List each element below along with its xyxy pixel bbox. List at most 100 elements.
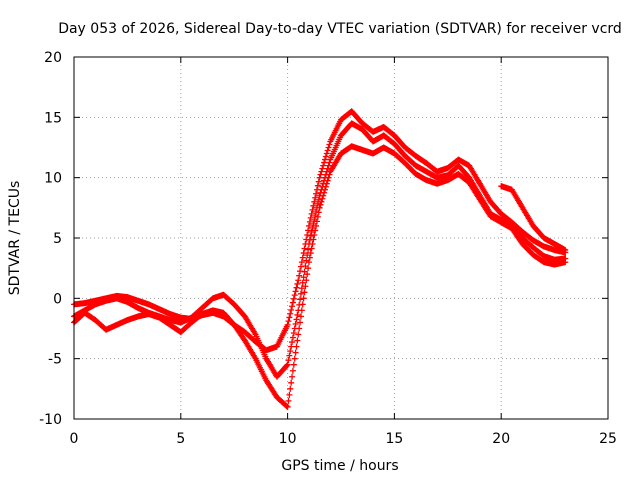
data-point-marker — [287, 348, 294, 355]
x-tick-label: 20 — [492, 431, 510, 447]
data-point-marker — [309, 241, 316, 248]
data-point-marker — [286, 352, 293, 359]
data-point-marker — [287, 385, 294, 392]
data-point-marker — [289, 334, 296, 341]
data-point-marker — [321, 186, 328, 193]
data-point-marker — [315, 209, 322, 216]
data-point-marker — [320, 192, 327, 199]
data-point-marker — [299, 279, 306, 286]
chart-title: Day 053 of 2026, Sidereal Day-to-day VTE… — [58, 21, 622, 37]
data-point-marker — [310, 236, 317, 243]
x-tick-label: 15 — [385, 431, 403, 447]
data-point-marker — [294, 337, 301, 344]
data-point-marker — [305, 227, 312, 234]
x-tick-label: 25 — [599, 431, 617, 447]
data-point-marker — [311, 198, 318, 205]
data-point-marker — [294, 311, 301, 318]
data-point-marker — [290, 361, 297, 368]
data-point-marker — [325, 162, 332, 169]
data-point-marker — [322, 153, 329, 160]
data-point-marker — [306, 254, 313, 261]
data-point-marker — [321, 156, 328, 163]
data-point-marker — [304, 231, 311, 238]
y-tick-label: -5 — [48, 352, 62, 368]
data-point-marker — [289, 299, 296, 306]
data-point-marker — [313, 218, 320, 225]
y-tick-label: 5 — [53, 231, 62, 247]
y-tick-label: 15 — [44, 110, 62, 126]
data-point-marker — [297, 290, 304, 297]
data-point-marker — [292, 320, 299, 327]
data-point-marker — [317, 201, 324, 208]
data-point-marker — [304, 271, 311, 278]
y-tick-label: 20 — [44, 50, 62, 66]
data-point-marker — [308, 228, 315, 235]
data-point-marker — [326, 159, 333, 166]
data-point-marker — [297, 313, 304, 320]
data-point-marker — [311, 231, 318, 238]
data-point-marker — [290, 330, 297, 337]
data-point-marker — [307, 232, 314, 239]
data-markers — [71, 108, 569, 410]
data-point-marker — [286, 391, 293, 398]
data-point-marker — [301, 289, 308, 296]
data-point-marker — [305, 222, 312, 229]
y-tick-label: -10 — [39, 412, 62, 428]
data-point-marker — [283, 403, 290, 410]
data-point-marker — [316, 174, 323, 181]
data-point-marker — [294, 280, 301, 287]
data-point-marker — [296, 272, 303, 279]
data-point-marker — [322, 183, 329, 190]
x-tick-label: 10 — [279, 431, 297, 447]
data-point-marker — [298, 285, 305, 292]
data-point-marker — [315, 178, 322, 185]
data-point-marker — [325, 144, 332, 151]
data-point-marker — [312, 227, 319, 234]
data-point-marker — [284, 361, 291, 368]
data-point-marker — [303, 277, 310, 284]
data-point-marker — [302, 283, 309, 290]
data-point-marker — [286, 314, 293, 321]
axis-ticks: 0 5 10 15 20 25 -10 -5 0 5 10 15 20 — [39, 50, 617, 447]
data-point-marker — [295, 277, 302, 284]
data-point-marker — [312, 212, 319, 219]
data-point-marker — [314, 213, 321, 220]
data-point-marker — [289, 367, 296, 374]
data-point-marker — [324, 147, 331, 154]
data-point-marker — [299, 301, 306, 308]
data-point-marker — [292, 349, 299, 356]
data-point-marker — [289, 373, 296, 380]
data-point-marker — [313, 222, 320, 229]
data-point-marker — [285, 397, 292, 404]
data-point-marker — [299, 254, 306, 261]
data-point-marker — [293, 343, 300, 350]
data-point-marker — [308, 210, 315, 217]
data-point-marker — [319, 195, 326, 202]
data-point-marker — [293, 284, 300, 291]
data-point-marker — [320, 162, 327, 169]
data-point-marker — [321, 159, 328, 166]
data-point-marker — [324, 177, 331, 184]
data-point-marker — [307, 250, 314, 257]
data-point-marker — [288, 306, 295, 313]
series-track-4 — [498, 183, 569, 254]
data-point-marker — [300, 274, 307, 281]
data-point-marker — [562, 247, 569, 254]
data-point-marker — [318, 198, 325, 205]
data-point-marker — [308, 245, 315, 252]
data-point-marker — [298, 307, 305, 314]
data-point-marker — [301, 245, 308, 252]
data-point-marker — [305, 265, 312, 272]
x-axis-label: GPS time / hours — [281, 458, 398, 474]
data-point-marker — [288, 379, 295, 386]
data-point-marker — [295, 331, 302, 338]
data-point-marker — [287, 310, 294, 317]
data-point-marker — [285, 357, 292, 364]
data-point-marker — [323, 180, 330, 187]
data-point-marker — [291, 355, 298, 362]
data-point-marker — [292, 288, 299, 295]
x-tick-label: 0 — [70, 431, 79, 447]
data-point-marker — [305, 259, 312, 266]
data-point-marker — [300, 250, 307, 257]
